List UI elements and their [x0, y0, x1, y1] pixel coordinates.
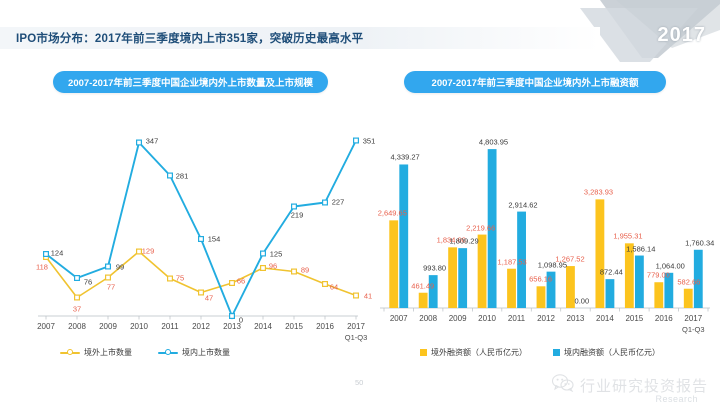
- line-value-domestic-2007: 124: [50, 248, 64, 258]
- line-x-label-2014: 2014: [254, 322, 272, 331]
- bar-value-domestic-2007: 4,339.27: [390, 152, 420, 162]
- left-chart-title-pill: 2007-2017年前三季度中国企业境内外上市数量及上市规模: [53, 71, 328, 93]
- line-value-overseas-2009: 77: [106, 282, 116, 291]
- bar-value-overseas-2017: 582.66: [677, 277, 701, 287]
- line-value-domestic-2013: 0: [238, 315, 244, 325]
- legend-line-marker: [60, 349, 80, 355]
- bar-value-domestic-2008: 993.80: [423, 263, 447, 273]
- line-x-label-2008: 2008: [68, 322, 86, 331]
- line-x-label-2012: 2012: [192, 322, 210, 331]
- line-value-overseas-2012: 47: [204, 293, 214, 302]
- footer-brand-text: 行业研究投资报告: [579, 377, 708, 395]
- bar-x-label-2013: 2013: [566, 314, 585, 323]
- line-chart-svg: [38, 137, 360, 320]
- line-value-domestic-2017: 351: [362, 136, 376, 145]
- bar-value-overseas-2015: 1,955.31: [613, 231, 643, 241]
- bar-x-label-2012: 2012: [537, 314, 555, 323]
- bar-x-label-2007: 2007: [389, 314, 408, 323]
- legend-label: 境内上市数量: [182, 348, 230, 357]
- footer-brand: 行业研究投资报告: [551, 374, 708, 397]
- legend-label: 境外融资额（人民币亿元）: [431, 348, 527, 357]
- bar-value-overseas-2008: 461.49: [411, 281, 435, 291]
- line-value-domestic-2010: 347: [145, 136, 159, 145]
- bar-value-overseas-2016: 779.00: [646, 270, 670, 280]
- bar-value-domestic-2014: 872.44: [599, 267, 623, 277]
- footer-brand-sub: Research: [655, 394, 698, 404]
- legend-item-境内上市数量[interactable]: 境内上市数量: [158, 347, 230, 358]
- bar-value-domestic-2015: 1,586.14: [626, 244, 656, 254]
- line-value-overseas-2008: 37: [72, 304, 82, 313]
- bar-value-overseas-2014: 3,283.93: [583, 187, 614, 197]
- header-band: IPO市场分布：2017年前三季度境内上市351家，突破历史最高水平: [0, 27, 600, 49]
- legend-line-marker: [158, 349, 178, 355]
- bar-x-label-2008: 2008: [419, 314, 438, 323]
- line-value-domestic-2009: 99: [115, 262, 125, 271]
- legend-swatch: [553, 349, 560, 356]
- line-value-domestic-2012: 154: [207, 234, 221, 244]
- bar-value-overseas-2011: 1,187.53: [497, 257, 527, 267]
- page-number: 50: [355, 378, 364, 387]
- line-value-overseas-2016: 64: [329, 282, 339, 292]
- bar-value-domestic-2011: 2,914.62: [508, 200, 538, 210]
- bar-x-label-2017: 2017: [684, 314, 703, 323]
- line-value-domestic-2011: 281: [175, 171, 189, 180]
- line-value-domestic-2016: 227: [331, 197, 345, 206]
- line-value-overseas-2007: 118: [36, 262, 48, 272]
- bar-value-domestic-2017: 1,760.34: [685, 238, 715, 248]
- bar-x-label-2011: 2011: [507, 314, 526, 323]
- line-x-label-2010: 2010: [130, 322, 148, 331]
- line-value-overseas-2013: 66: [236, 276, 246, 286]
- line-x-label-2007: 2007: [37, 322, 55, 331]
- bar-x-label-2015: 2015: [625, 314, 644, 323]
- line-x-label-2013: 2013: [223, 322, 241, 331]
- bar-value-domestic-2012: 1,098.95: [537, 260, 568, 270]
- bar-chart-svg: [380, 149, 710, 312]
- line-value-overseas-2010: 129: [141, 246, 155, 255]
- right-chart-title-pill: 2007-2017年前三季度中国企业境内外上市融资额: [404, 71, 666, 93]
- line-chart-panel: 124 76 99 347 281 154 0 125 219 227 351 118 37 77 129 7…: [12, 108, 375, 368]
- bar-x-label-2014: 2014: [596, 314, 614, 323]
- bar-value-overseas-2009: 1,834.00: [436, 235, 466, 245]
- legend-label: 境内融资额（人民币亿元）: [564, 348, 660, 357]
- bar-value-domestic-2010: 4,803.95: [478, 137, 509, 147]
- legend-label: 境外上市数量: [84, 348, 132, 357]
- wechat-icon: [551, 374, 574, 397]
- line-x-label-2009: 2009: [99, 322, 117, 331]
- legend-item-境外上市数量[interactable]: 境外上市数量: [60, 347, 132, 358]
- bar-chart-panel: 2,649.65 4,339.27 461.49 993.80 1,834.00 1,80…: [368, 108, 716, 368]
- line-chart-legend: 境外上市数量 境内上市数量: [60, 347, 230, 358]
- bar-chart-plot: [368, 108, 716, 368]
- line-value-overseas-2017: 41: [363, 291, 373, 300]
- legend-item-境内融资额（人民币亿元）[interactable]: 境内融资额（人民币亿元）: [553, 347, 660, 358]
- bar-value-overseas-2007: 2,649.65: [377, 208, 407, 218]
- line-x-label-2015: 2015: [285, 322, 303, 331]
- bar-value-overseas-2013: 1,267.52: [555, 254, 585, 264]
- bar-value-domestic-2016: 1,064.00: [655, 261, 685, 271]
- bar-x-label-2009: 2009: [448, 314, 467, 323]
- year-badge: 2017: [657, 24, 706, 46]
- line-value-domestic-2008: 76: [83, 277, 93, 287]
- bar-x-axis-note: Q1-Q3: [682, 325, 705, 334]
- bar-value-overseas-2012: 656.16: [529, 274, 553, 284]
- bar-value-domestic-2009: 1,809.29: [449, 236, 479, 246]
- line-x-label-2011: 2011: [161, 322, 179, 331]
- line-value-domestic-2015: 219: [290, 210, 304, 219]
- line-value-overseas-2015: 89: [300, 265, 310, 274]
- line-x-label-2016: 2016: [316, 322, 334, 331]
- bar-x-label-2010: 2010: [478, 314, 496, 323]
- legend-swatch: [420, 349, 427, 356]
- bar-value-overseas-2010: 2,219.66: [466, 223, 496, 233]
- line-value-domestic-2014: 125: [269, 249, 283, 258]
- legend-item-境外融资额（人民币亿元）[interactable]: 境外融资额（人民币亿元）: [420, 347, 527, 358]
- line-x-axis-note: Q1-Q3: [344, 333, 368, 342]
- page-title: IPO市场分布：2017年前三季度境内上市351家，突破历史最高水平: [16, 33, 364, 45]
- bar-value-domestic-2013: 0.00: [574, 296, 590, 306]
- line-chart-plot: [12, 108, 360, 368]
- line-value-overseas-2011: 75: [175, 273, 185, 282]
- line-value-overseas-2014: 96: [268, 261, 278, 271]
- bar-x-label-2016: 2016: [654, 314, 673, 323]
- line-x-label-2017: 2017: [347, 322, 365, 331]
- bar-chart-legend: 境外融资额（人民币亿元） 境内融资额（人民币亿元）: [420, 347, 660, 358]
